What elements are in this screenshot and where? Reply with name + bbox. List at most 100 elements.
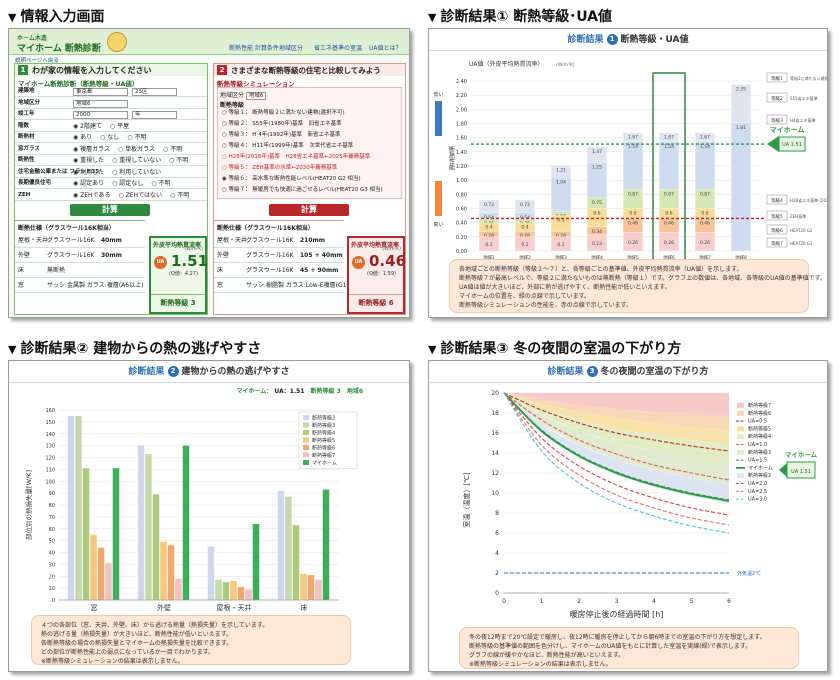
- radio-option[interactable]: ◉ 認定あり: [73, 180, 105, 187]
- radio-option[interactable]: ◉ 2階建て: [73, 122, 102, 130]
- heat-bar: [82, 468, 90, 600]
- field-select-2[interactable]: 23区: [132, 88, 177, 96]
- grade-legend-desc: HEAT20 G3: [790, 241, 813, 246]
- radio-option[interactable]: ○ 不明: [163, 145, 183, 153]
- ua-bar-label: 0.26: [664, 240, 674, 246]
- legend-label: 断熱等級5: [312, 437, 335, 444]
- outdoor-label: 外気温2℃: [737, 570, 761, 577]
- temp-band: [504, 393, 729, 430]
- legend-swatch: [303, 437, 309, 443]
- calc-button-left[interactable]: 計算: [70, 204, 150, 216]
- temp-band: [504, 393, 729, 444]
- radio-option[interactable]: ○ なし: [100, 134, 120, 141]
- heat-bar: [152, 494, 160, 600]
- heat-summary: マイホーム： UA：1.51 断熱等級 3 地域6: [236, 388, 363, 395]
- x-tick-label: 6: [727, 598, 731, 605]
- ua-bar-label: 0.54: [520, 215, 530, 221]
- legend-label: マイホーム: [748, 465, 773, 471]
- heat-bar: [230, 581, 237, 600]
- y-tick-label: 2: [495, 570, 499, 577]
- y-side-top: 低い: [433, 91, 443, 98]
- ua-bar-label: 1.67: [628, 135, 638, 141]
- spec-thickness: 105 + 40mm: [300, 252, 343, 259]
- spec-part: 窓: [18, 282, 25, 289]
- legend-label: UA=2.0: [748, 481, 767, 487]
- x-category-label: 床: [301, 603, 308, 612]
- radio-option[interactable]: ◉ あり: [73, 134, 93, 141]
- field-select[interactable]: 東京都: [73, 88, 128, 96]
- ua-bar-label: 1.67: [700, 135, 710, 141]
- radio-option[interactable]: ◉ ZEHである: [73, 191, 111, 199]
- radio-option[interactable]: ○ 認定なし: [112, 180, 144, 187]
- ua-bar-label: 0.87: [700, 191, 710, 197]
- y-tick-label: 100: [45, 479, 55, 485]
- radio-option[interactable]: ○ 重視していない: [112, 157, 162, 164]
- legend-swatch: [737, 434, 744, 440]
- spec-row: 屋根・天井 グラスウール16K 210mm: [214, 233, 344, 248]
- temp-line: [503, 392, 730, 534]
- level-option[interactable]: ○ 等級４： H11年(1999年)基準 次世代省エネ基準: [222, 143, 354, 149]
- grade-legend-label: 等級2: [771, 95, 783, 102]
- ua-bar-label: 1.54: [700, 144, 710, 150]
- level-option[interactable]: ○ 等級３： H 4年(1992年)基準 新省エネ基準: [222, 132, 341, 138]
- grade-legend-desc: H4省エネ基準: [790, 117, 816, 123]
- heat-bar: [112, 468, 120, 600]
- level-option[interactable]: ○ 等級７： 無暖房でも快適に過ごせるレベル(HEAT20 G3 相当): [222, 187, 383, 193]
- ua-bar-label: 0.28: [484, 233, 494, 239]
- radio-option[interactable]: ○ 不明: [170, 191, 190, 199]
- ua-bar-label: 0.4: [521, 225, 528, 231]
- temp-band: [504, 393, 729, 416]
- spec-part: 屋根・天井: [217, 237, 248, 244]
- field-select[interactable]: 地域6: [73, 99, 128, 108]
- y-tick-label: 30: [49, 562, 55, 568]
- level-option[interactable]: ○ 等級２： S55年(1980年)基準 旧省エネ基準: [222, 121, 342, 127]
- field-select[interactable]: 2000: [73, 111, 128, 119]
- right-subheader: 断熱等級シミュレーション: [217, 80, 295, 88]
- level-option[interactable]: ○ 等級１： 断熱等級２に満たない建物(選択不可): [222, 110, 345, 116]
- nav-link-1[interactable]: 地域区分: [279, 45, 304, 52]
- ua-unit-right: (W/m²K): [382, 247, 401, 252]
- spec-thickness: 45 + 90mm: [300, 267, 339, 274]
- myhome-ua-box: [786, 461, 816, 479]
- nav-link-3[interactable]: UA値とは？: [369, 45, 402, 52]
- x-tick-label: 2: [577, 598, 581, 605]
- radio-option[interactable]: ○ 不明: [151, 180, 171, 187]
- legend-label: 断熱等級7: [748, 402, 771, 409]
- radio-option[interactable]: ○ 不明: [127, 134, 147, 141]
- ua-bar-label: 0.72: [484, 202, 494, 208]
- y-tick-label: 2.00: [456, 107, 467, 113]
- ua-bar-label: 0.46: [700, 220, 710, 226]
- grade-legend-desc: H28省エネ基準 (2025年義務基準): [790, 197, 828, 203]
- temp-band: [504, 393, 729, 462]
- grade-legend-box: [766, 114, 788, 125]
- spec-material: サッシ:樹脂製 ガラス:Low-E複層(G10以上): [246, 282, 365, 289]
- heat-bar: [145, 453, 152, 600]
- field-label: 断熱材: [18, 134, 35, 140]
- back-link[interactable]: 説明ページへ戻る: [15, 58, 59, 64]
- nav-link-2[interactable]: 省エネ基準の室温: [314, 45, 363, 52]
- level-option[interactable]: ○ 等級５： ZEH基準の水準←2030年義務基準: [222, 165, 338, 171]
- level-option[interactable]: ○ H28年(2016年)基準 H28省エネ基準←2025年義務基準: [222, 154, 371, 160]
- radio-option[interactable]: ○ 平屋: [109, 122, 130, 130]
- ua-panel-header: 診断結果 1 断熱等級・UA値: [429, 29, 827, 51]
- temp-line: [503, 392, 730, 481]
- level-option[interactable]: ◉ 等級６： 高水準な断熱性能レベル(HEAT20 G2 相当): [222, 176, 361, 182]
- radio-option[interactable]: ○ ZEHではない: [118, 191, 163, 199]
- field-select-2[interactable]: 年: [132, 111, 177, 119]
- radio-option[interactable]: ○ 利用していない: [112, 168, 162, 176]
- field-row: 建築地 東京都 23区: [15, 86, 207, 97]
- radio-option[interactable]: ◉ 重視した: [73, 157, 105, 164]
- x-category-label: 地域5: [627, 254, 639, 261]
- radio-option[interactable]: ○ 不明: [169, 157, 189, 164]
- field-row: 地域区分 地域6: [15, 98, 207, 109]
- radio-option[interactable]: ○ 単板ガラス: [118, 145, 156, 153]
- radio-option[interactable]: ◉ 複層ガラス: [73, 145, 111, 153]
- calc-button-right[interactable]: 計算: [269, 204, 349, 216]
- legend-swatch: [737, 410, 744, 416]
- region-select-right[interactable]: 地域6: [245, 92, 267, 100]
- ua-bar-label: 0.54: [484, 215, 494, 221]
- nav-link-0[interactable]: 断熱性能 計算条件: [229, 45, 279, 52]
- radio-option[interactable]: ◉ 利用した: [73, 168, 105, 176]
- ua-bar-label: 2.35: [736, 87, 746, 93]
